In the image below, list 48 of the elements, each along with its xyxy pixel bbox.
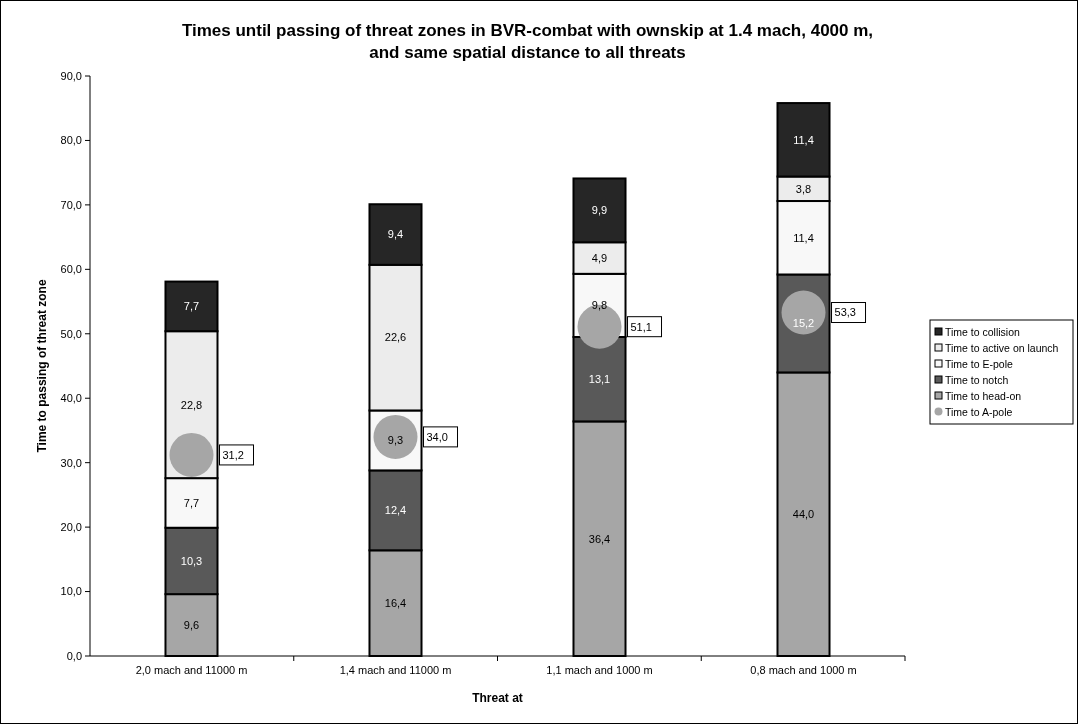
y-tick-label: 90,0	[60, 69, 82, 82]
y-tick-label: 80,0	[60, 134, 82, 147]
data-label: 53,3	[834, 306, 856, 319]
data-label: 36,4	[588, 532, 611, 545]
y-tick-label: 10,0	[60, 585, 82, 598]
data-label: 44,0	[792, 508, 815, 521]
data-label: 7,7	[183, 300, 200, 313]
y-tick-label: 50,0	[60, 327, 82, 340]
data-label: 10,3	[180, 554, 203, 567]
legend-label: Time to active on launch	[945, 341, 1059, 354]
y-tick-label: 70,0	[60, 198, 82, 211]
data-label: 31,2	[222, 448, 244, 461]
data-label: 9,9	[591, 204, 608, 217]
point	[169, 432, 214, 477]
data-label: 9,6	[183, 618, 200, 631]
legend-label: Time to A-pole	[945, 405, 1013, 418]
x-tick-label: 0,8 mach and 1000 m	[750, 664, 857, 676]
data-label: 13,1	[588, 373, 611, 386]
legend-label: Time to E-pole	[945, 357, 1014, 370]
data-label: 9,4	[387, 228, 404, 241]
data-label: 15,2	[792, 317, 815, 330]
legend-label: Time to head-on	[945, 389, 1022, 402]
x-tick-label: 1,4 mach and 11000 m	[339, 664, 452, 676]
data-label: 51,1	[630, 320, 652, 333]
data-label: 11,4	[793, 231, 814, 244]
data-label: 3,8	[795, 182, 812, 195]
data-label: 34,0	[426, 430, 448, 443]
y-tick-label: 30,0	[60, 456, 82, 469]
legend-label: Time to notch	[945, 373, 1009, 386]
y-axis-title: Time to passing of threat zone	[35, 279, 49, 453]
data-label: 22,6	[384, 331, 407, 344]
data-label: 9,8	[591, 299, 608, 312]
y-tick-label: 60,0	[60, 263, 82, 276]
data-label: 7,7	[183, 496, 200, 509]
data-label: 16,4	[384, 597, 407, 610]
data-label: 11,4	[793, 133, 814, 146]
data-label: 12,4	[384, 504, 407, 517]
legend-label: Time to collision	[945, 325, 1021, 338]
data-label: 22,8	[180, 398, 203, 411]
x-tick-label: 1,1 mach and 1000 m	[546, 664, 653, 676]
data-label: 4,9	[591, 251, 608, 264]
y-tick-label: 40,0	[60, 392, 82, 405]
y-tick-label: 0,0	[66, 649, 82, 662]
x-tick-label: 2,0 mach and 11000 m	[135, 664, 248, 676]
chart-title: Times until passing of threat zones in BVR-combat with ownskip at 1.4 mach, 4000 m, and same spatial distance to all threats	[181, 21, 874, 62]
y-tick-label: 20,0	[60, 520, 82, 533]
x-axis-title: Threat at	[472, 691, 523, 705]
data-label: 9,3	[387, 434, 404, 447]
